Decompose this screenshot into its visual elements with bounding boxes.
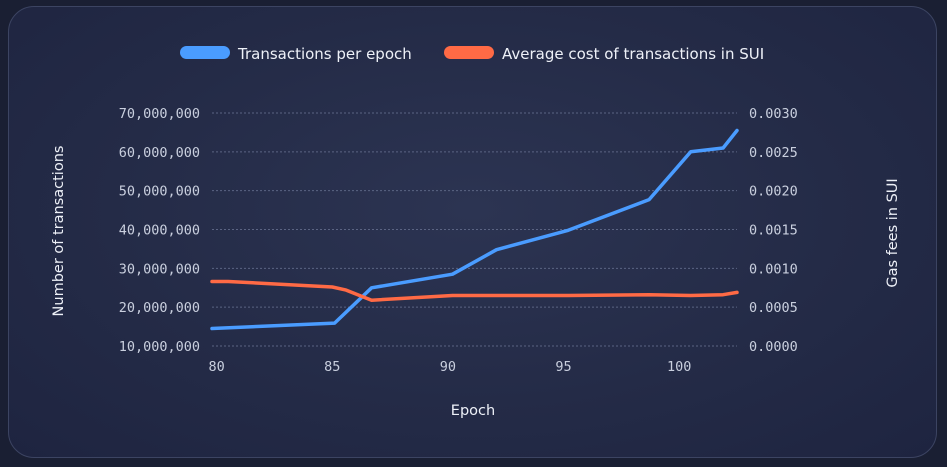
series-lines [210, 128, 739, 331]
y-left-axis: 10,000,000 20,000,000 30,000,000 40,000,000… [119, 106, 200, 355]
legend-swatch [444, 46, 494, 59]
gridlines [212, 112, 737, 347]
legend: Transactions per epoch Average cost of tr… [180, 45, 764, 63]
y-right-tick-label: 0.0020 [749, 184, 798, 200]
y-left-tick-label: 70,000,000 [119, 106, 200, 122]
x-tick-label: 90 [440, 359, 456, 375]
legend-label: Average cost of transactions in SUI [502, 45, 764, 63]
y-right-axis: 0.0000 0.0005 0.0010 0.0015 0.0020 0.0025 0.00… [749, 106, 798, 355]
y-right-tick-label: 0.0030 [749, 106, 798, 122]
y-right-tick-label: 0.0025 [749, 145, 798, 161]
x-tick-label: 100 [667, 359, 691, 375]
legend-swatch [180, 46, 230, 59]
legend-label: Transactions per epoch [237, 45, 412, 63]
y-right-tick-label: 0.0005 [749, 300, 798, 316]
y-right-tick-label: 0.0015 [749, 223, 798, 239]
y-left-tick-label: 10,000,000 [119, 339, 200, 355]
x-tick-label: 85 [324, 359, 340, 375]
y-left-tick-label: 60,000,000 [119, 145, 200, 161]
y-left-axis-title: Number of transactions [51, 146, 67, 317]
y-left-tick-label: 30,000,000 [119, 261, 200, 277]
x-axis: 80 85 90 95 100 [208, 359, 691, 375]
x-tick-label: 80 [208, 359, 224, 375]
y-left-tick-label: 40,000,000 [119, 223, 200, 239]
y-left-tick-label: 50,000,000 [119, 184, 200, 200]
x-axis-title: Epoch [451, 403, 495, 419]
series-line [210, 279, 739, 302]
series-line [210, 128, 739, 331]
y-left-tick-label: 20,000,000 [119, 300, 200, 316]
y-right-tick-label: 0.0000 [749, 339, 798, 355]
x-tick-label: 95 [555, 359, 571, 375]
chart-card [8, 6, 937, 458]
y-right-tick-label: 0.0010 [749, 261, 798, 277]
y-right-axis-title: Gas fees in SUI [885, 178, 901, 287]
